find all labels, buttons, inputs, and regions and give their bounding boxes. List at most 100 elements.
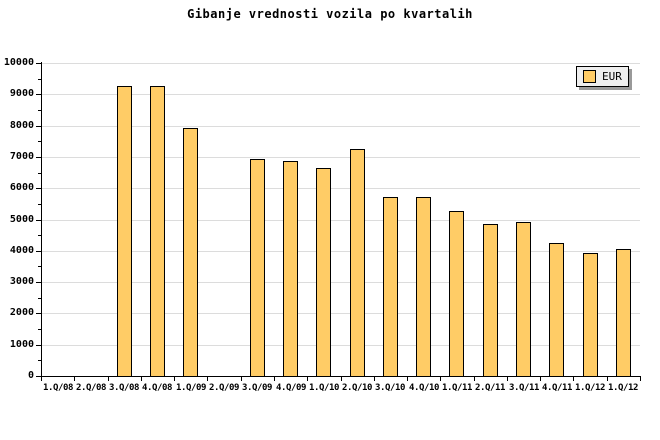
x-tick xyxy=(108,377,109,381)
gridline xyxy=(41,282,640,283)
bar xyxy=(516,222,531,377)
gridline xyxy=(41,345,640,346)
x-tick-label: 1.Q/09 xyxy=(175,383,207,393)
x-tick xyxy=(474,377,475,381)
y-minor-tick xyxy=(38,329,41,330)
gridline xyxy=(41,94,640,95)
x-tick xyxy=(241,377,242,381)
gridline xyxy=(41,126,640,127)
y-major-tick xyxy=(36,313,41,314)
y-tick-label: 2000 xyxy=(9,307,34,318)
y-major-tick xyxy=(36,220,41,221)
x-tick xyxy=(640,377,641,381)
x-tick-label: 4.Q/11 xyxy=(541,383,573,393)
gridline xyxy=(41,220,640,221)
x-tick-label: 1.Q/11 xyxy=(441,383,473,393)
y-tick-label: 9000 xyxy=(9,88,34,99)
y-major-tick xyxy=(36,376,41,377)
bar xyxy=(616,249,631,377)
x-tick xyxy=(607,377,608,381)
y-major-tick xyxy=(36,282,41,283)
x-tick-label: 4.Q/09 xyxy=(275,383,307,393)
x-tick xyxy=(374,377,375,381)
x-tick-label: 4.Q/08 xyxy=(141,383,173,393)
x-tick xyxy=(407,377,408,381)
gridline xyxy=(41,157,640,158)
y-tick-label: 1000 xyxy=(9,339,34,350)
x-tick-label: 1.Q/08 xyxy=(42,383,74,393)
gridline xyxy=(41,251,640,252)
y-minor-tick xyxy=(38,235,41,236)
y-minor-tick xyxy=(38,360,41,361)
x-tick xyxy=(440,377,441,381)
y-minor-tick xyxy=(38,110,41,111)
chart-title: Gibanje vrednosti vozila po kvartalih xyxy=(187,7,473,21)
bar xyxy=(150,86,165,377)
bar xyxy=(583,253,598,377)
y-major-tick xyxy=(36,126,41,127)
y-major-tick xyxy=(36,251,41,252)
bar xyxy=(250,159,265,377)
x-tick-label: 3.Q/08 xyxy=(108,383,140,393)
y-minor-tick xyxy=(38,173,41,174)
x-tick xyxy=(307,377,308,381)
x-tick-label: 1.Q/12 xyxy=(574,383,606,393)
bar xyxy=(449,211,464,377)
y-major-tick xyxy=(36,345,41,346)
x-tick xyxy=(341,377,342,381)
x-tick-label: 3.Q/11 xyxy=(508,383,540,393)
y-tick-label: 5000 xyxy=(9,214,34,225)
gridline xyxy=(41,313,640,314)
bar xyxy=(283,161,298,377)
x-tick xyxy=(174,377,175,381)
y-major-tick xyxy=(36,188,41,189)
x-tick-label: 2.Q/09 xyxy=(208,383,240,393)
y-minor-tick xyxy=(38,204,41,205)
bar xyxy=(316,168,331,377)
x-tick xyxy=(207,377,208,381)
y-tick-label: 6000 xyxy=(9,182,34,193)
y-minor-tick xyxy=(38,141,41,142)
x-tick-label: 3.Q/10 xyxy=(374,383,406,393)
x-tick-label: 2.Q/10 xyxy=(341,383,373,393)
x-tick-label: 2.Q/11 xyxy=(474,383,506,393)
gridline xyxy=(41,63,640,64)
y-tick-label: 3000 xyxy=(9,276,34,287)
y-tick-label: 10000 xyxy=(3,57,34,68)
bar xyxy=(549,243,564,377)
x-tick xyxy=(141,377,142,381)
bar xyxy=(183,128,198,377)
y-major-tick xyxy=(36,94,41,95)
y-axis xyxy=(41,62,42,376)
y-tick-label: 8000 xyxy=(9,120,34,131)
x-axis xyxy=(41,376,641,377)
legend-label: EUR xyxy=(602,70,622,83)
x-tick-label: 1.Q/12 xyxy=(607,383,639,393)
gridline xyxy=(41,188,640,189)
x-tick xyxy=(74,377,75,381)
x-tick-label: 1.Q/10 xyxy=(308,383,340,393)
bar xyxy=(483,224,498,377)
y-tick-label: 7000 xyxy=(9,151,34,162)
x-tick-label: 2.Q/08 xyxy=(75,383,107,393)
y-minor-tick xyxy=(38,79,41,80)
x-tick-label: 4.Q/10 xyxy=(408,383,440,393)
x-tick xyxy=(573,377,574,381)
bar xyxy=(383,197,398,377)
bar xyxy=(117,86,132,377)
legend: EUR xyxy=(576,66,629,87)
x-tick-label: 3.Q/09 xyxy=(241,383,273,393)
bar xyxy=(416,197,431,377)
x-tick xyxy=(274,377,275,381)
y-tick-label: 4000 xyxy=(9,245,34,256)
y-major-tick xyxy=(36,157,41,158)
legend-swatch-eur-icon xyxy=(583,70,596,83)
y-tick-label: 0 xyxy=(27,370,34,381)
x-tick xyxy=(507,377,508,381)
x-tick xyxy=(540,377,541,381)
bar xyxy=(350,149,365,377)
y-minor-tick xyxy=(38,266,41,267)
y-minor-tick xyxy=(38,298,41,299)
